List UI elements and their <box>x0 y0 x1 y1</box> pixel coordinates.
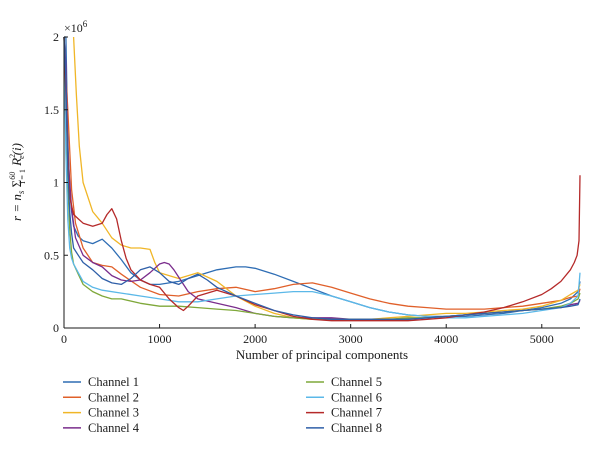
ticks: 0 1000 2000 3000 4000 5000 0 0.5 1 1.5 2 <box>44 30 554 346</box>
x-tick-label: 2000 <box>243 332 267 346</box>
legend-label: Channel 6 <box>331 390 382 404</box>
series-line-channel-2 <box>63 36 581 310</box>
y-axis-title: r = ns Σ60i = 1 R2e(i) <box>8 143 27 221</box>
y-multiplier-label: ×106 <box>64 19 88 35</box>
legend-label: Channel 4 <box>88 421 140 435</box>
legend-label: Channel 7 <box>331 406 382 420</box>
y-tick-label: 1 <box>53 176 59 190</box>
legend-label: Channel 2 <box>88 390 139 404</box>
x-axis-title: Number of principal components <box>236 347 408 362</box>
legend-label: Channel 8 <box>331 421 382 435</box>
series-line-channel-6 <box>63 36 581 319</box>
x-tick-label: 5000 <box>530 332 554 346</box>
series-line-channel-3 <box>72 36 581 320</box>
legend-label: Channel 3 <box>88 406 139 420</box>
x-tick-label: 0 <box>61 332 67 346</box>
series-line-channel-1 <box>64 36 581 318</box>
y-tick-label: 0 <box>53 321 59 335</box>
x-tick-label: 4000 <box>434 332 458 346</box>
y-tick-label: 2 <box>53 30 59 44</box>
x-tick-label: 1000 <box>148 332 172 346</box>
plot-lines <box>63 36 581 322</box>
legend-label: Channel 1 <box>88 375 139 389</box>
y-tick-label: 1.5 <box>44 103 59 117</box>
y-tick-label: 0.5 <box>44 248 59 262</box>
series-line-channel-7 <box>63 36 581 322</box>
series-line-channel-5 <box>63 36 581 320</box>
legend-label: Channel 5 <box>331 375 382 389</box>
x-tick-label: 3000 <box>339 332 363 346</box>
series-line-channel-4 <box>63 36 581 320</box>
axes <box>63 37 580 329</box>
series-line-channel-8 <box>63 36 581 320</box>
y-multiplier-exponent: 6 <box>83 19 88 29</box>
